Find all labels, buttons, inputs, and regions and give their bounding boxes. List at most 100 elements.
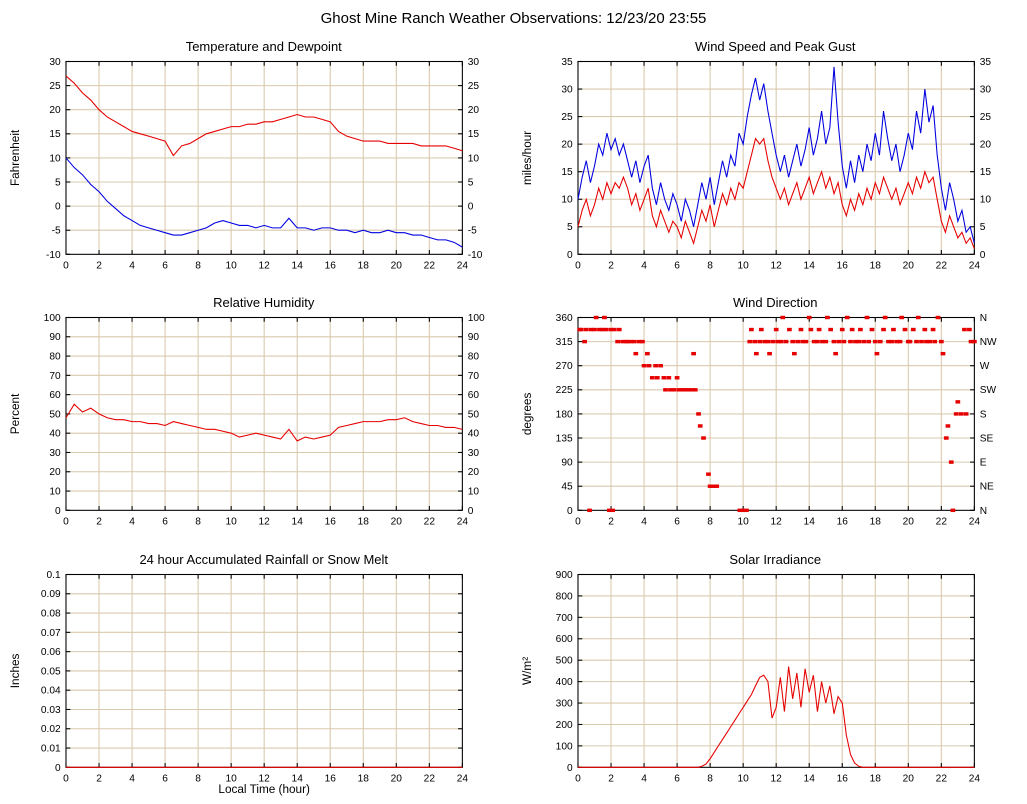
svg-text:18: 18 <box>869 260 881 271</box>
svg-text:0: 0 <box>566 506 572 517</box>
svg-text:20: 20 <box>468 105 480 116</box>
svg-text:N: N <box>979 506 986 517</box>
temperature-dewpoint-plot: 0 2 4 6 8 10 12 14 16 18 20 22 24-10 -10-5 -50 05 510 101… <box>9 57 483 271</box>
svg-text:Inches: Inches <box>9 653 22 688</box>
svg-text:2: 2 <box>608 260 614 271</box>
svg-text:20: 20 <box>561 140 573 151</box>
svg-text:0: 0 <box>468 506 474 517</box>
svg-text:0: 0 <box>63 260 69 271</box>
svg-text:0.04: 0.04 <box>41 685 61 696</box>
svg-text:0.06: 0.06 <box>41 647 61 658</box>
svg-text:0: 0 <box>55 762 61 773</box>
svg-text:90: 90 <box>561 458 573 469</box>
svg-text:22: 22 <box>424 260 436 271</box>
svg-text:-5: -5 <box>52 226 61 237</box>
svg-text:180: 180 <box>555 410 572 421</box>
svg-text:20: 20 <box>979 140 991 151</box>
svg-text:0: 0 <box>566 250 572 261</box>
svg-text:4: 4 <box>129 260 135 271</box>
svg-text:50: 50 <box>468 410 480 421</box>
svg-text:800: 800 <box>555 591 572 602</box>
svg-text:300: 300 <box>555 698 572 709</box>
chart-temperature-dewpoint: Temperature and Dewpoint 0 2 4 6 8 10 12 14 16 18… <box>6 37 510 283</box>
svg-text:20: 20 <box>902 517 914 528</box>
svg-text:24: 24 <box>457 517 469 528</box>
svg-text:20: 20 <box>468 467 480 478</box>
svg-text:5: 5 <box>566 222 572 233</box>
svg-text:14: 14 <box>292 517 304 528</box>
svg-text:-10: -10 <box>468 250 483 261</box>
svg-text:20: 20 <box>49 105 61 116</box>
svg-text:40: 40 <box>468 429 480 440</box>
svg-text:20: 20 <box>902 773 914 784</box>
svg-text:4: 4 <box>129 773 135 784</box>
svg-text:6: 6 <box>674 517 680 528</box>
svg-text:25: 25 <box>49 81 61 92</box>
svg-text:5: 5 <box>468 177 474 188</box>
svg-text:16: 16 <box>836 773 848 784</box>
svg-text:N: N <box>979 313 986 324</box>
svg-text:24: 24 <box>968 517 980 528</box>
svg-text:6: 6 <box>674 773 680 784</box>
svg-text:900: 900 <box>555 569 572 580</box>
svg-text:degrees: degrees <box>520 393 533 436</box>
svg-text:12: 12 <box>770 517 782 528</box>
svg-text:50: 50 <box>49 410 61 421</box>
svg-text:22: 22 <box>935 517 947 528</box>
svg-text:24: 24 <box>457 260 469 271</box>
svg-text:2: 2 <box>96 773 102 784</box>
chart-title-temperature-dewpoint: Temperature and Dewpoint <box>185 39 342 54</box>
svg-text:100: 100 <box>468 313 485 324</box>
svg-text:18: 18 <box>869 517 881 528</box>
svg-text:14: 14 <box>292 260 304 271</box>
svg-text:20: 20 <box>49 467 61 478</box>
svg-text:8: 8 <box>195 260 201 271</box>
svg-text:4: 4 <box>641 260 647 271</box>
svg-text:16: 16 <box>836 517 848 528</box>
svg-text:22: 22 <box>935 260 947 271</box>
svg-text:30: 30 <box>468 448 480 459</box>
svg-text:200: 200 <box>555 719 572 730</box>
svg-text:Percent: Percent <box>9 393 22 434</box>
svg-text:Local Time (hour): Local Time (hour) <box>218 783 310 796</box>
chart-wind-direction: Wind Direction 0 2 4 6 8 10 12 14 16 18 20 22 24 0 N 45… <box>518 293 1022 539</box>
svg-text:0: 0 <box>63 517 69 528</box>
svg-text:W: W <box>979 361 989 372</box>
svg-text:0: 0 <box>575 773 581 784</box>
svg-text:20: 20 <box>902 260 914 271</box>
svg-text:NW: NW <box>979 337 996 348</box>
svg-text:6: 6 <box>162 260 168 271</box>
svg-text:0.07: 0.07 <box>41 627 61 638</box>
svg-text:35: 35 <box>979 57 991 68</box>
svg-text:6: 6 <box>162 773 168 784</box>
svg-text:35: 35 <box>561 57 573 68</box>
svg-text:0.03: 0.03 <box>41 704 61 715</box>
svg-text:135: 135 <box>555 434 572 445</box>
svg-text:18: 18 <box>358 260 370 271</box>
svg-text:10: 10 <box>49 487 61 498</box>
svg-text:24: 24 <box>457 773 469 784</box>
page-title: Ghost Mine Ranch Weather Observations: 1… <box>320 10 707 27</box>
svg-text:30: 30 <box>979 84 991 95</box>
svg-text:14: 14 <box>803 773 815 784</box>
svg-text:8: 8 <box>707 517 713 528</box>
svg-text:NE: NE <box>979 482 993 493</box>
svg-text:0: 0 <box>468 202 474 213</box>
svg-text:12: 12 <box>259 260 271 271</box>
svg-text:0: 0 <box>566 762 572 773</box>
svg-text:0: 0 <box>979 250 985 261</box>
svg-text:40: 40 <box>49 429 61 440</box>
svg-text:6: 6 <box>674 260 680 271</box>
svg-text:5: 5 <box>979 222 985 233</box>
svg-text:8: 8 <box>195 773 201 784</box>
svg-text:W/m²: W/m² <box>520 656 533 684</box>
svg-text:25: 25 <box>979 112 991 123</box>
svg-text:700: 700 <box>555 612 572 623</box>
svg-text:45: 45 <box>561 482 573 493</box>
svg-text:22: 22 <box>424 517 436 528</box>
svg-text:2: 2 <box>608 773 614 784</box>
svg-text:5: 5 <box>55 177 61 188</box>
svg-text:360: 360 <box>555 313 572 324</box>
svg-text:-10: -10 <box>46 250 61 261</box>
svg-text:600: 600 <box>555 634 572 645</box>
